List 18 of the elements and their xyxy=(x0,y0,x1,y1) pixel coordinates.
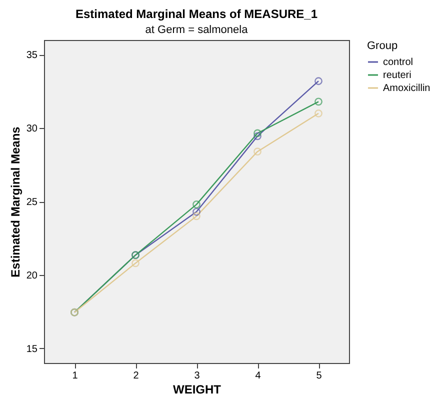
x-tick-label: 1 xyxy=(72,370,78,382)
y-tick-label: 35 xyxy=(26,50,38,62)
x-tick-label: 4 xyxy=(255,370,262,382)
legend-label: control xyxy=(383,57,414,68)
y-axis-title: Estimated Marginal Means xyxy=(8,126,22,278)
legend-label: Amoxicillin xyxy=(383,83,430,94)
chart-title: Estimated Marginal Means of MEASURE_1 xyxy=(75,7,318,21)
x-tick-label: 3 xyxy=(194,370,200,382)
y-tick-label: 20 xyxy=(26,270,38,282)
x-axis-title: WEIGHT xyxy=(173,382,222,396)
legend-title: Group xyxy=(367,40,398,52)
y-tick-label: 30 xyxy=(26,124,38,135)
x-tick-label: 5 xyxy=(316,370,322,382)
legend-label: reuteri xyxy=(383,70,412,81)
y-tick-label: 25 xyxy=(26,197,38,208)
y-tick-label: 15 xyxy=(26,344,38,355)
chart-subtitle: at Germ = salmonela xyxy=(145,24,249,36)
x-tick-label: 2 xyxy=(133,370,140,382)
